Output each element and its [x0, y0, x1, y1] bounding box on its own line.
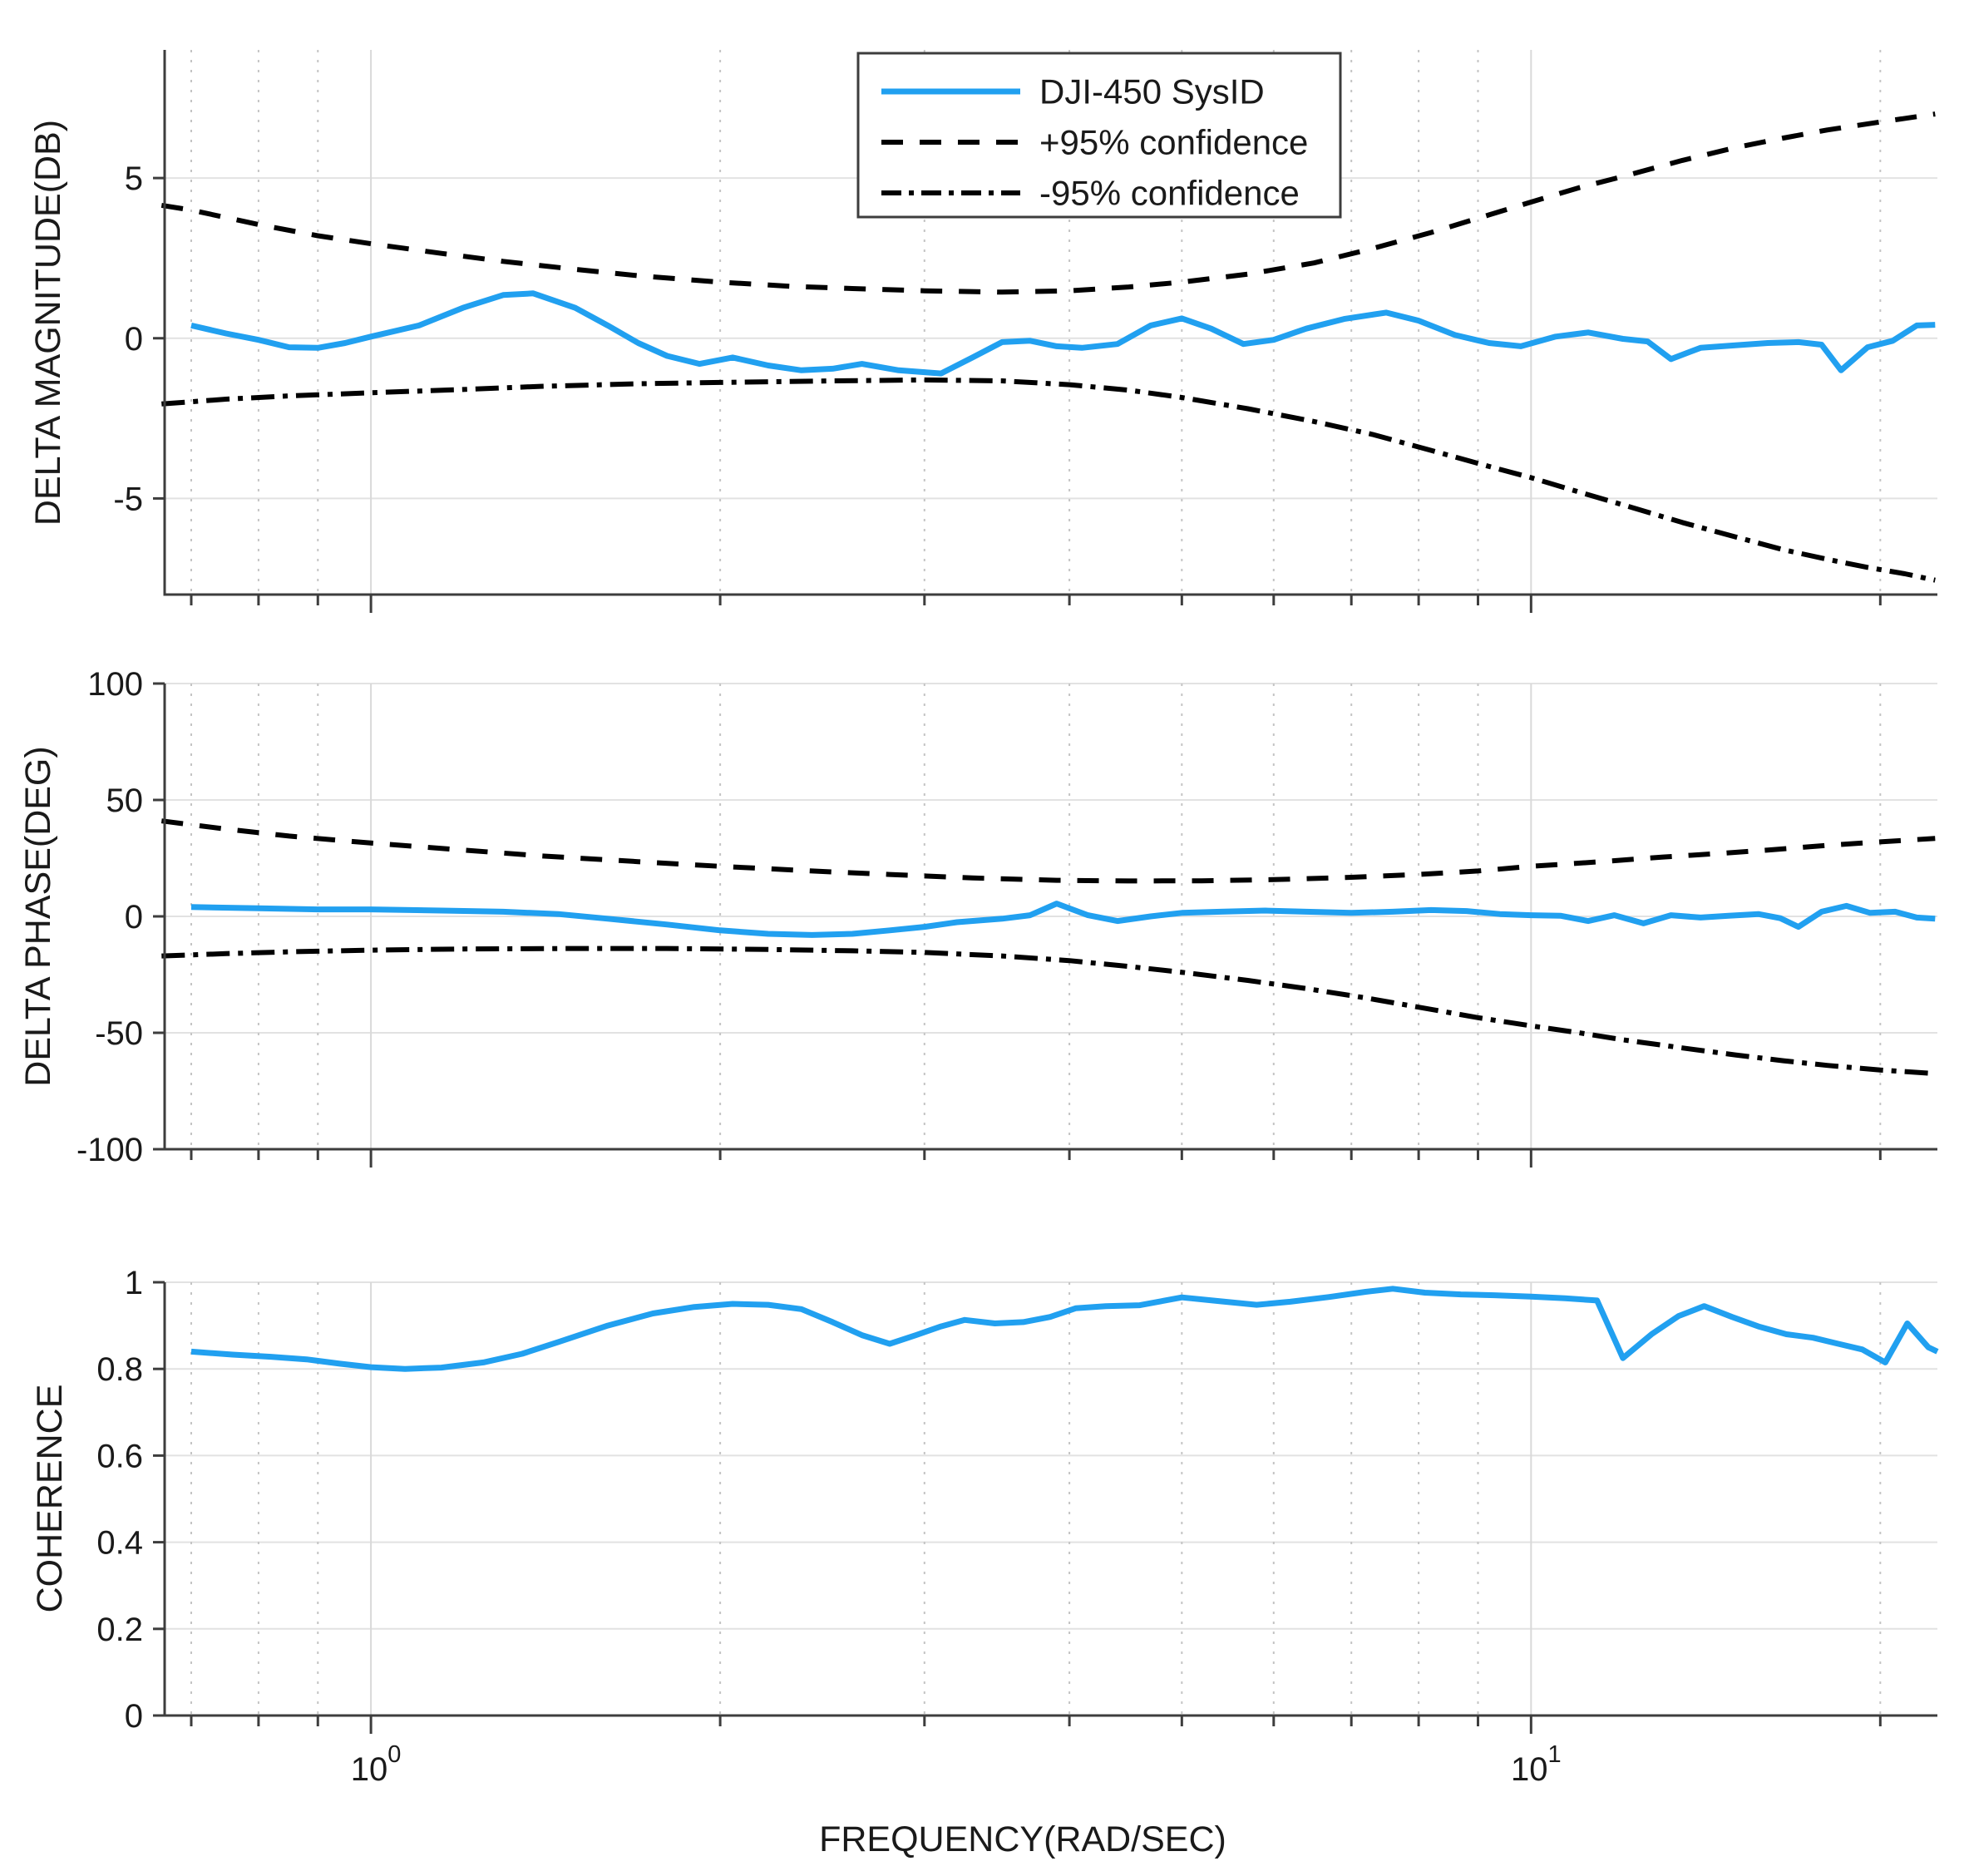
legend-box [856, 52, 1342, 219]
y-tick-label: 0 [125, 899, 143, 936]
series-layer [160, 111, 1939, 1372]
series-solid [190, 901, 1936, 938]
y-tick-label: 0.8 [96, 1351, 143, 1388]
y-tick-label: -50 [95, 1015, 143, 1052]
y-tick-label: 0.4 [96, 1525, 143, 1562]
y-tick-label: 0.2 [96, 1612, 143, 1648]
legend-label: +95% confidence [1039, 123, 1308, 162]
y-tick-label: 1 [125, 1265, 143, 1301]
phase-y-axis-label: DELTA PHASE(DEG) [18, 746, 58, 1086]
series-dashed [160, 111, 1936, 295]
coherence-y-axis-label: COHERENCE [30, 1385, 70, 1613]
series-dashdot [161, 377, 1936, 583]
y-tick-label: 100 [87, 666, 143, 703]
series-solid [190, 290, 1936, 377]
series-dashdot [161, 945, 1936, 1076]
frequency-x-axis-label: FREQUENCY(RAD/SEC) [819, 1819, 1226, 1859]
series-solid [190, 1286, 1939, 1372]
series-dashed [160, 818, 1936, 884]
y-tick-label: 0.6 [96, 1438, 143, 1474]
axes-layer [153, 50, 1937, 1734]
y-tick-label: 0 [125, 321, 143, 358]
legend: DJI-450 SysID +95% confidence -95% confide… [856, 52, 1342, 219]
x-tick-label: 101 [1511, 1741, 1562, 1788]
legend-label: DJI-450 SysID [1039, 72, 1265, 111]
y-tick-label: -100 [76, 1132, 143, 1168]
magnitude-y-axis-label: DELTA MAGNITUDE(DB) [28, 120, 68, 526]
x-tick-label: 100 [351, 1741, 402, 1788]
y-tick-label: 50 [106, 782, 144, 819]
y-tick-label: -5 [113, 481, 143, 517]
grid-layer [165, 50, 1937, 1716]
y-tick-label: 5 [125, 160, 143, 197]
y-tick-label: 0 [125, 1698, 143, 1735]
legend-label: -95% confidence [1039, 174, 1300, 213]
